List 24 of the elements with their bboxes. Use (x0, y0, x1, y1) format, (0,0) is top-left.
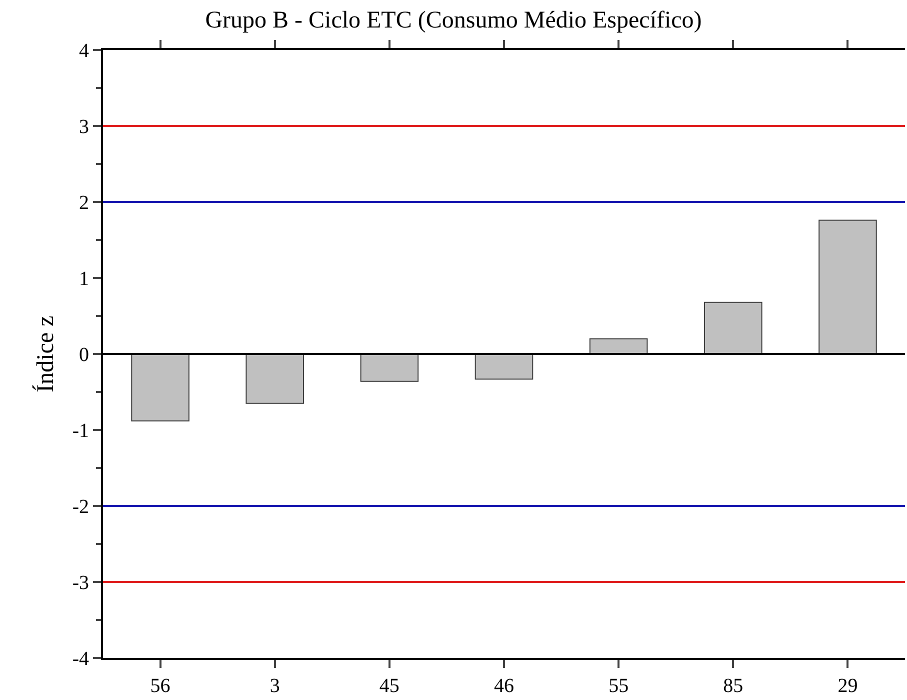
bar (131, 354, 190, 422)
chart-title: Grupo B - Ciclo ETC (Consumo Médio Específico) (205, 7, 702, 34)
y-tick-label: 3 (79, 116, 89, 138)
x-tick-label: 45 (379, 675, 400, 697)
x-tick-label: 3 (270, 675, 280, 697)
y-axis-title: Índice z (32, 316, 59, 392)
y-tick-label: 4 (79, 40, 89, 62)
y-tick-label: -3 (72, 572, 89, 594)
x-tick-label: 56 (150, 675, 170, 697)
y-tick-label: 1 (79, 268, 89, 290)
y-tick-label: -1 (72, 420, 89, 442)
bar (818, 220, 877, 354)
bar (474, 354, 534, 380)
y-tick-label: -2 (72, 496, 89, 518)
bar (360, 354, 419, 382)
y-tick-label: -4 (72, 648, 89, 670)
x-tick-label: 85 (723, 675, 744, 697)
bar (246, 354, 304, 404)
y-tick-label: 2 (79, 192, 89, 214)
x-tick-label: 55 (608, 675, 629, 697)
bar (704, 302, 762, 354)
x-tick-label: 46 (494, 675, 514, 697)
y-tick-label: 0 (79, 344, 89, 366)
x-tick-label: 29 (838, 675, 858, 697)
